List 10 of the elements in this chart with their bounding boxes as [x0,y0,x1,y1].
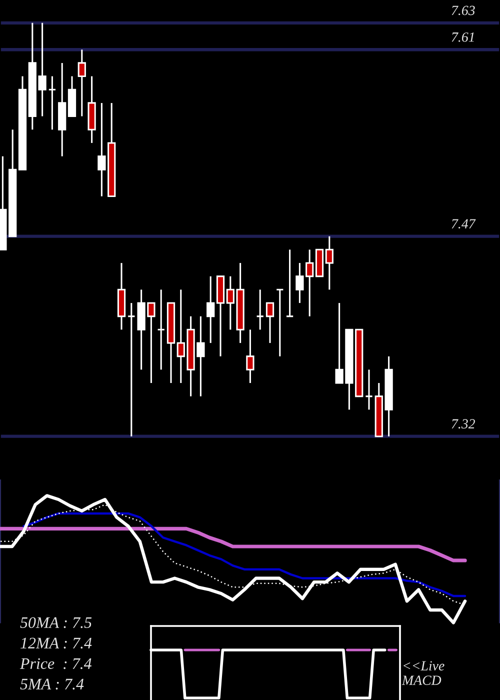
y-tick-label: 7.32 [452,419,475,429]
y-tick-label: 7.63 [452,6,475,16]
text: 5MA : 7.4 [20,678,84,690]
text: 12MA : 7.4 [20,638,92,649]
y-tick-label: 7.61 [452,32,474,42]
y-tick-label: 7.47 [452,219,476,229]
annotation: 50MA : 7.5 [20,617,92,628]
text: Price : 7.4 [20,658,92,670]
text: <<Live [404,661,444,670]
annotation: MACD [402,676,442,685]
